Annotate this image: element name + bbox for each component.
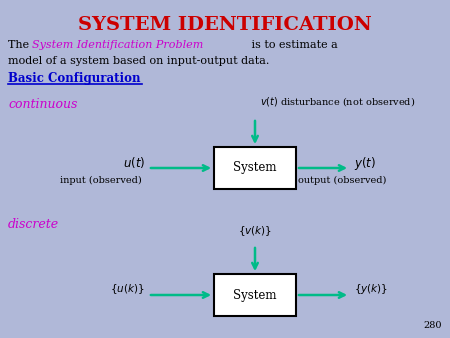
Text: output (observed): output (observed) bbox=[298, 176, 387, 185]
Text: $\{y(k)\}$: $\{y(k)\}$ bbox=[354, 282, 388, 296]
Text: $\{u(k)\}$: $\{u(k)\}$ bbox=[110, 282, 145, 296]
Text: System: System bbox=[233, 162, 277, 174]
Bar bbox=[214, 274, 296, 316]
Text: The: The bbox=[8, 40, 32, 50]
Text: System: System bbox=[233, 289, 277, 301]
Text: model of a system based on input-output data.: model of a system based on input-output … bbox=[8, 56, 270, 66]
Text: System Identification Problem: System Identification Problem bbox=[32, 40, 203, 50]
Text: continuous: continuous bbox=[8, 98, 77, 111]
Text: $y(t)$: $y(t)$ bbox=[354, 155, 376, 172]
Text: 280: 280 bbox=[423, 321, 442, 330]
Text: SYSTEM IDENTIFICATION: SYSTEM IDENTIFICATION bbox=[78, 16, 372, 34]
Text: $u(t)$: $u(t)$ bbox=[123, 155, 145, 170]
Text: discrete: discrete bbox=[8, 218, 59, 231]
Text: is to estimate a: is to estimate a bbox=[248, 40, 338, 50]
Text: $v(t)$ disturbance (not observed): $v(t)$ disturbance (not observed) bbox=[260, 95, 415, 108]
Text: input (observed): input (observed) bbox=[60, 176, 142, 185]
Bar bbox=[214, 147, 296, 189]
Text: $\{v(k)\}$: $\{v(k)\}$ bbox=[238, 224, 272, 238]
Text: Basic Configuration: Basic Configuration bbox=[8, 72, 140, 85]
